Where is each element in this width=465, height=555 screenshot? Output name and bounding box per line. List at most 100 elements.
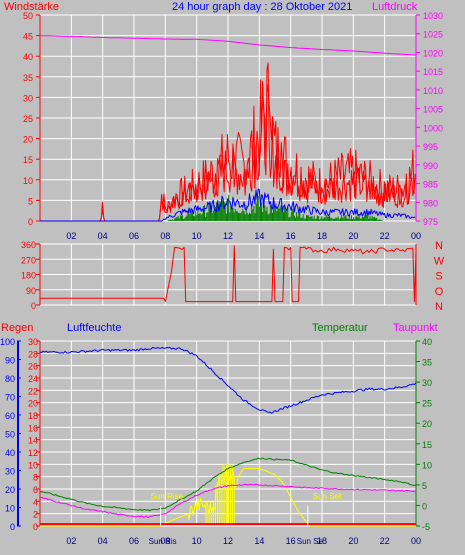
compass-label: N	[435, 301, 443, 313]
direction-tick-label: 180	[21, 271, 36, 281]
humidity-tick-label: 10	[5, 504, 15, 514]
time-tick-label: 22	[380, 231, 390, 241]
wind-tick-label: 40	[23, 52, 33, 62]
rain-tick-label: 16	[28, 423, 38, 433]
humidity-tick-label: 90	[5, 356, 15, 366]
temperature-tick-label: 20	[422, 419, 432, 429]
wind-tick-label: 50	[23, 11, 33, 21]
temperature-tick-label: -5	[422, 522, 430, 532]
pressure-tick-label: 995	[423, 142, 438, 152]
dewpoint-label: Taupunkt	[393, 322, 438, 334]
humidity-tick-label: 30	[5, 467, 15, 477]
pressure-tick-label: 1010	[423, 86, 443, 96]
sunset-axis-label: Sun Se	[297, 537, 324, 546]
rain-tick-label: 14	[28, 436, 38, 446]
time-tick-label: 00	[411, 231, 421, 241]
temperature-line	[39, 457, 417, 512]
time-tick-label: 04	[98, 536, 108, 546]
temperature-tick-label: 40	[422, 337, 432, 347]
pressure-label: Luftdruck	[372, 1, 418, 13]
time-tick-label: 08	[160, 231, 170, 241]
rain-label: Regen	[1, 322, 34, 334]
time-tick-label: 12	[223, 231, 233, 241]
humidity-tick-label: 20	[5, 485, 15, 495]
direction-tick-label: 0	[31, 301, 36, 311]
wind-avg-line	[40, 188, 416, 222]
rain-tick-label: 12	[28, 448, 38, 458]
pressure-tick-label: 1000	[423, 123, 443, 133]
rain-tick-label: 6	[33, 485, 38, 495]
time-tick-label: 12	[223, 536, 233, 546]
rain-tick-label: 28	[28, 349, 38, 359]
direction-tick-label: 270	[21, 255, 36, 265]
time-tick-label: 10	[192, 536, 202, 546]
wind-gust-line	[40, 84, 416, 222]
time-tick-label: 08	[160, 536, 170, 546]
temperature-tick-label: 25	[422, 399, 432, 409]
rain-tick-label: 22	[28, 386, 38, 396]
wind-tick-label: 25	[23, 114, 33, 124]
solar-line	[40, 467, 416, 527]
humidity-line	[39, 346, 417, 414]
time-tick-label: 04	[98, 231, 108, 241]
wind-tick-label: 5	[28, 196, 33, 206]
time-tick-label: 14	[254, 231, 264, 241]
compass-label: S	[435, 271, 442, 283]
temperature-tick-label: 30	[422, 378, 432, 388]
humidity-label: Luftfeuchte	[67, 322, 122, 334]
sunset-label: Sun Set	[313, 492, 342, 501]
time-tick-label: 20	[348, 536, 358, 546]
time-tick-label: 00	[411, 536, 421, 546]
pressure-tick-label: 1025	[423, 30, 443, 40]
pressure-tick-label: 1030	[423, 11, 443, 21]
temperature-label: Temperatur	[312, 322, 368, 334]
time-tick-label: 22	[380, 536, 390, 546]
rain-tick-label: 30	[28, 337, 38, 347]
time-tick-label: 18	[317, 231, 327, 241]
rain-tick-label: 18	[28, 411, 38, 421]
rain-tick-label: 4	[33, 497, 38, 507]
sunrise-axis-label: Sun Ris	[149, 537, 177, 546]
rain-tick-label: 0	[33, 522, 38, 532]
time-tick-label: 06	[129, 231, 139, 241]
direction-tick-label: 90	[26, 286, 36, 296]
time-tick-label: 06	[129, 536, 139, 546]
compass-label: N	[435, 240, 443, 252]
wind-label: Windstärke	[4, 1, 60, 13]
wind-gust-line	[40, 62, 416, 222]
time-tick-label: 20	[348, 231, 358, 241]
compass-label: O	[435, 286, 444, 298]
humidity-tick-label: 100	[0, 337, 15, 347]
humidity-tick-label: 60	[5, 411, 15, 421]
time-tick-label: 16	[286, 536, 296, 546]
pressure-tick-label: 1020	[423, 48, 443, 58]
wind-tick-label: 10	[23, 176, 33, 186]
compass-label: W	[434, 255, 445, 267]
rain-tick-label: 2	[33, 510, 38, 520]
wind-tick-label: 30	[23, 93, 33, 103]
pressure-tick-label: 975	[423, 217, 438, 227]
sunrise-label: Sun Rise	[151, 492, 184, 501]
rain-tick-label: 20	[28, 399, 38, 409]
wind-direction-line	[40, 245, 417, 303]
wind-tick-label: 0	[28, 217, 33, 227]
time-tick-label: 02	[66, 231, 76, 241]
time-tick-label: 10	[192, 231, 202, 241]
wind-tick-label: 15	[23, 155, 33, 165]
pressure-tick-label: 980	[423, 198, 438, 208]
humidity-tick-label: 70	[5, 393, 15, 403]
temperature-tick-label: 35	[422, 358, 432, 368]
temperature-tick-label: 0	[422, 501, 427, 511]
pressure-tick-label: 1005	[423, 105, 443, 115]
rain-tick-label: 26	[28, 362, 38, 372]
temperature-tick-label: 15	[422, 440, 432, 450]
wind-tick-label: 20	[23, 135, 33, 145]
humidity-tick-label: 0	[10, 522, 15, 532]
temperature-tick-label: 10	[422, 460, 432, 470]
time-tick-label: 14	[254, 536, 264, 546]
humidity-tick-label: 50	[5, 430, 15, 440]
rain-tick-label: 8	[33, 473, 38, 483]
humidity-tick-label: 40	[5, 448, 15, 458]
time-tick-label: 16	[286, 231, 296, 241]
